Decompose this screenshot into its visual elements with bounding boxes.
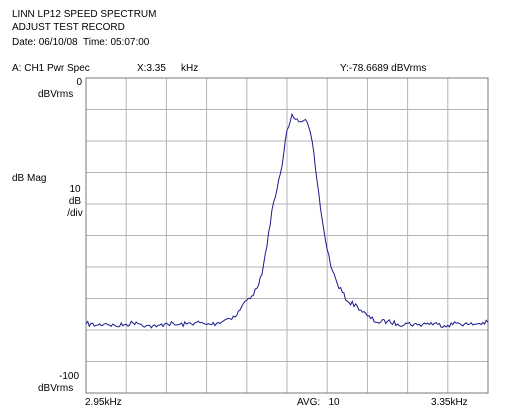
y-axis-scale-unit: dB <box>68 196 82 207</box>
plot-grid <box>86 78 488 393</box>
x-axis-start-label: 2.95kHz <box>85 397 122 408</box>
y-axis-scale-per-div: /div <box>67 208 83 219</box>
chart-title-line-1: LINN LP12 SPEED SPECTRUM <box>12 9 157 20</box>
y-axis-top-value: 0 <box>76 77 82 88</box>
avg-label: AVG: <box>297 397 321 408</box>
date-value: 06/10/08 <box>38 37 78 48</box>
x-axis-end-label: 3.35kHz <box>431 397 468 408</box>
date-label: Date: <box>12 37 36 48</box>
y-axis-top-unit: dBVrms <box>38 89 74 100</box>
trace-label: A: CH1 Pwr Spec <box>12 63 90 74</box>
averaging-readout: AVG: 10 <box>297 397 340 409</box>
avg-value: 10 <box>328 397 340 408</box>
cursor-y-readout: Y:-78.6689 dBVrms <box>340 63 427 74</box>
chart-title-line-2: ADJUST TEST RECORD <box>12 22 125 33</box>
y-axis-quantity-label: dB Mag <box>12 173 47 184</box>
timestamp: Date: 06/10/08 Time: 05:07:00 <box>12 37 149 49</box>
time-value: 05:07:00 <box>110 37 150 48</box>
spectrum-trace <box>85 112 489 329</box>
y-axis-bottom-value: -100 <box>58 371 79 382</box>
cursor-x-unit: kHz <box>181 63 199 74</box>
y-axis-scale-value: 10 <box>69 184 81 195</box>
y-axis-bottom-unit: dBVrms <box>38 383 74 394</box>
plot-frame <box>85 77 489 394</box>
cursor-x-readout: X:3.35 <box>137 63 166 74</box>
time-label: Time: <box>83 37 108 48</box>
